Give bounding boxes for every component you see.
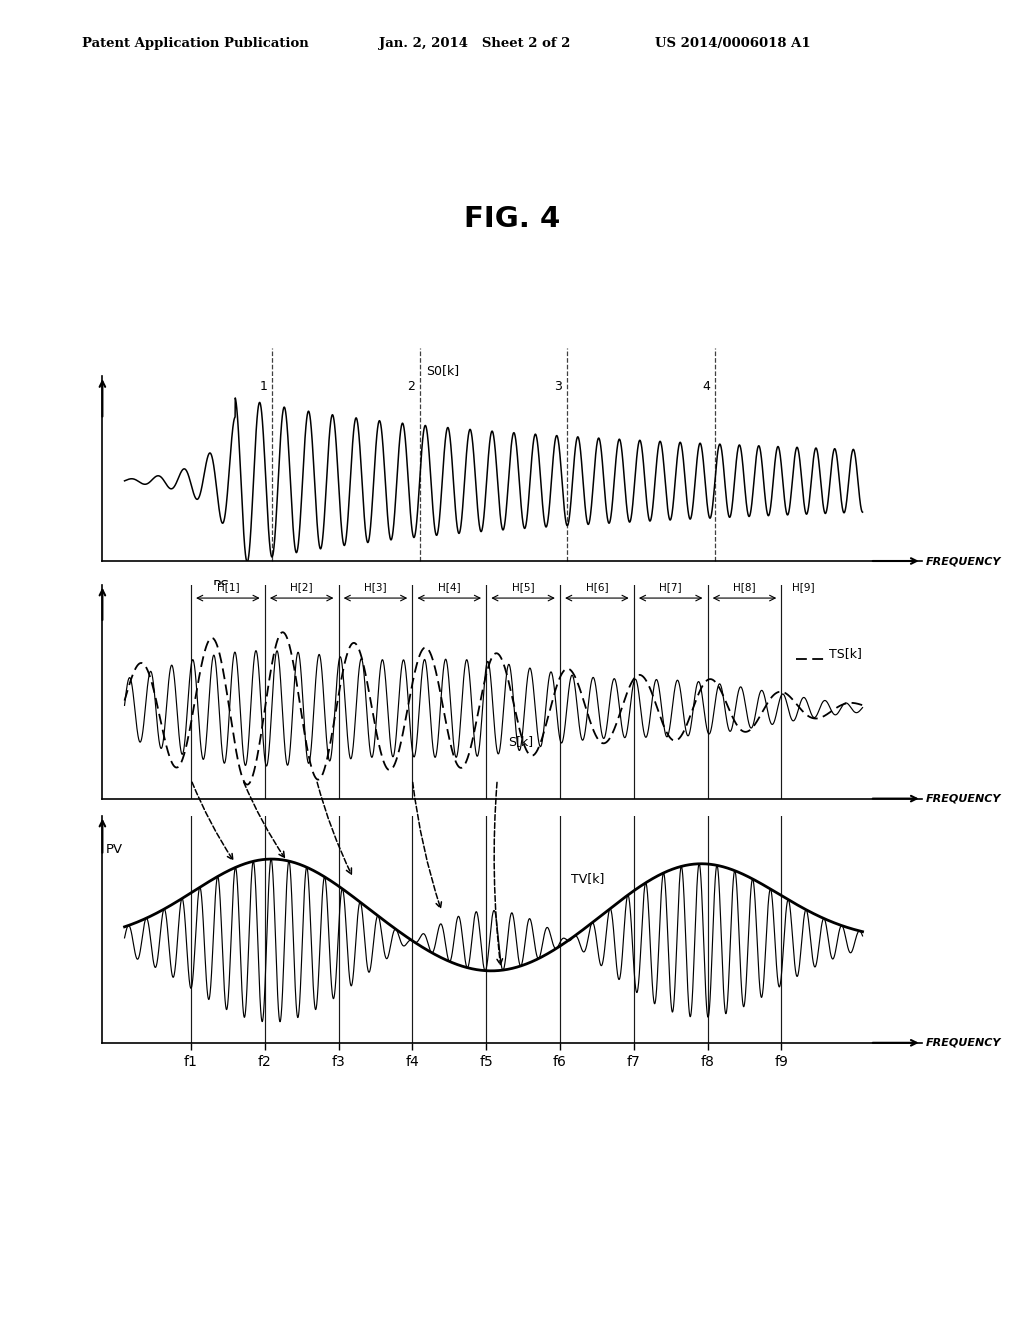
Text: FIG. 4: FIG. 4 — [464, 205, 560, 232]
Text: H[7]: H[7] — [659, 582, 682, 593]
Text: H[2]: H[2] — [291, 582, 313, 593]
Text: FREQUENCY: FREQUENCY — [926, 1038, 1000, 1048]
Text: H[3]: H[3] — [365, 582, 387, 593]
Text: 3: 3 — [555, 380, 562, 393]
Text: FREQUENCY: FREQUENCY — [926, 793, 1000, 804]
Text: 4: 4 — [702, 380, 710, 393]
Text: 2: 2 — [407, 380, 415, 393]
Text: S0[k]: S0[k] — [426, 364, 459, 378]
Text: TS[k]: TS[k] — [829, 647, 862, 660]
Text: H[5]: H[5] — [512, 582, 535, 593]
Text: FREQUENCY: FREQUENCY — [926, 556, 1000, 566]
Text: Jan. 2, 2014   Sheet 2 of 2: Jan. 2, 2014 Sheet 2 of 2 — [379, 37, 570, 50]
Text: H[4]: H[4] — [438, 582, 461, 593]
Text: H[6]: H[6] — [586, 582, 608, 593]
Text: PS: PS — [213, 579, 230, 594]
Text: S[k]: S[k] — [508, 735, 534, 748]
Text: 1: 1 — [259, 380, 267, 393]
Text: H[8]: H[8] — [733, 582, 756, 593]
Text: US 2014/0006018 A1: US 2014/0006018 A1 — [655, 37, 811, 50]
Text: PV: PV — [106, 843, 123, 857]
Text: H[1]: H[1] — [216, 582, 240, 593]
Text: Patent Application Publication: Patent Application Publication — [82, 37, 308, 50]
Text: TV[k]: TV[k] — [571, 871, 604, 884]
Text: H[9]: H[9] — [793, 582, 815, 593]
